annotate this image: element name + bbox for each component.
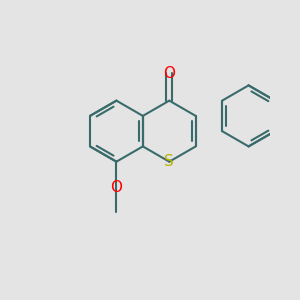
Text: O: O <box>163 66 175 81</box>
Text: O: O <box>110 180 122 195</box>
Text: S: S <box>164 154 174 169</box>
